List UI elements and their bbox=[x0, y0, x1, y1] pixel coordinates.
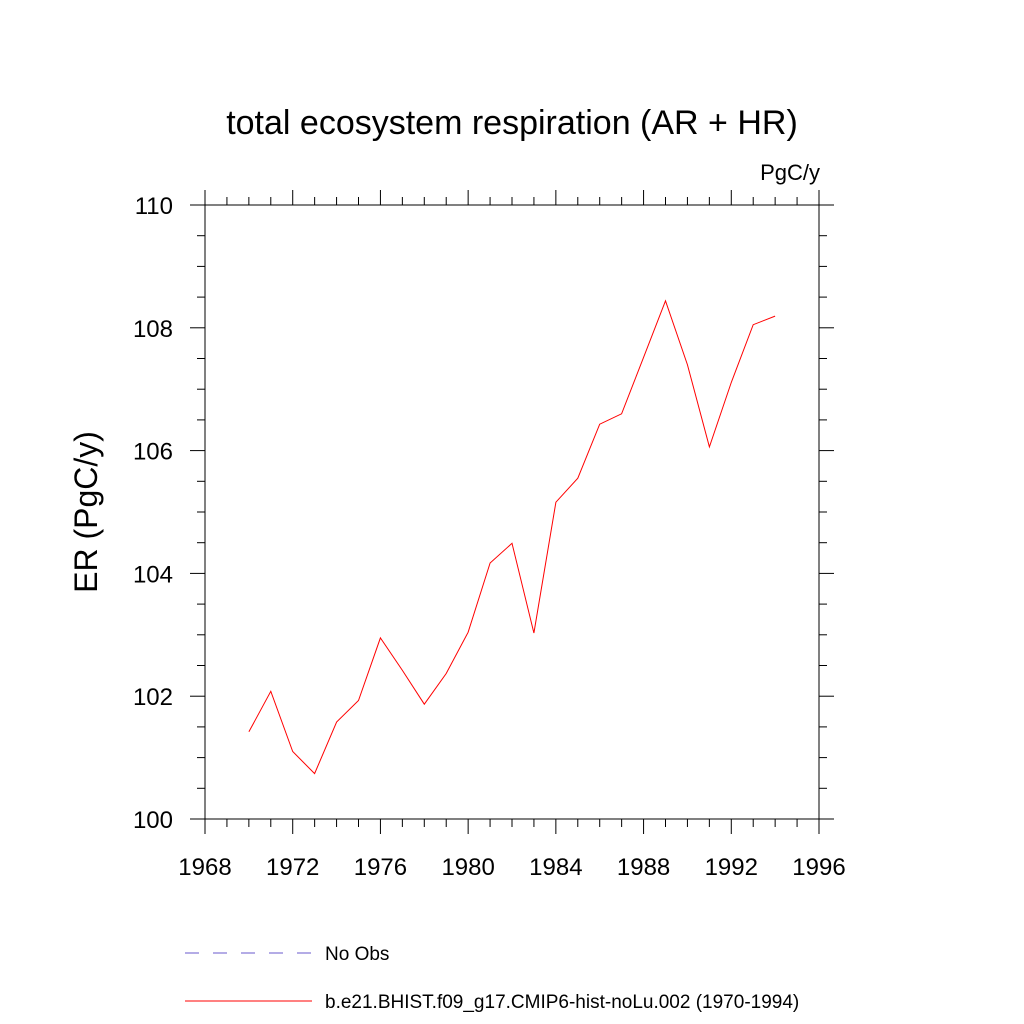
axis-tick-labels: 1968 1972 1976 1980 1984 1988 1992 1996 100 102 10… bbox=[133, 193, 846, 881]
y-tick-label: 108 bbox=[133, 316, 173, 343]
y-tick-label: 106 bbox=[133, 439, 173, 466]
y-tick-label: 100 bbox=[133, 807, 173, 834]
x-tick-label: 1988 bbox=[617, 854, 670, 881]
y-axis-label: ER (PgC/y) bbox=[68, 431, 104, 593]
x-tick-label: 1996 bbox=[792, 854, 845, 881]
x-tick-label: 1992 bbox=[705, 854, 758, 881]
x-tick-label: 1968 bbox=[178, 854, 231, 881]
x-tick-label: 1984 bbox=[529, 854, 582, 881]
legend: No Obs b.e21.BHIST.f09_g17.CMIP6-hist-noL… bbox=[185, 944, 799, 1013]
plot-frame bbox=[204, 204, 820, 820]
units-label: PgC/y bbox=[760, 160, 820, 185]
x-tick-label: 1976 bbox=[354, 854, 407, 881]
legend-label: No Obs bbox=[325, 944, 389, 965]
y-tick-label: 102 bbox=[133, 684, 173, 711]
y-tick-label: 110 bbox=[135, 193, 173, 220]
axis-ticks bbox=[190, 190, 834, 834]
legend-label: b.e21.BHIST.f09_g17.CMIP6-hist-noLu.002 … bbox=[325, 992, 799, 1013]
x-tick-label: 1980 bbox=[441, 854, 494, 881]
series-line bbox=[248, 299, 776, 775]
chart-title: total ecosystem respiration (AR + HR) bbox=[226, 104, 798, 142]
y-tick-label: 104 bbox=[133, 561, 173, 588]
x-tick-label: 1972 bbox=[266, 854, 319, 881]
series-lines bbox=[248, 299, 776, 775]
